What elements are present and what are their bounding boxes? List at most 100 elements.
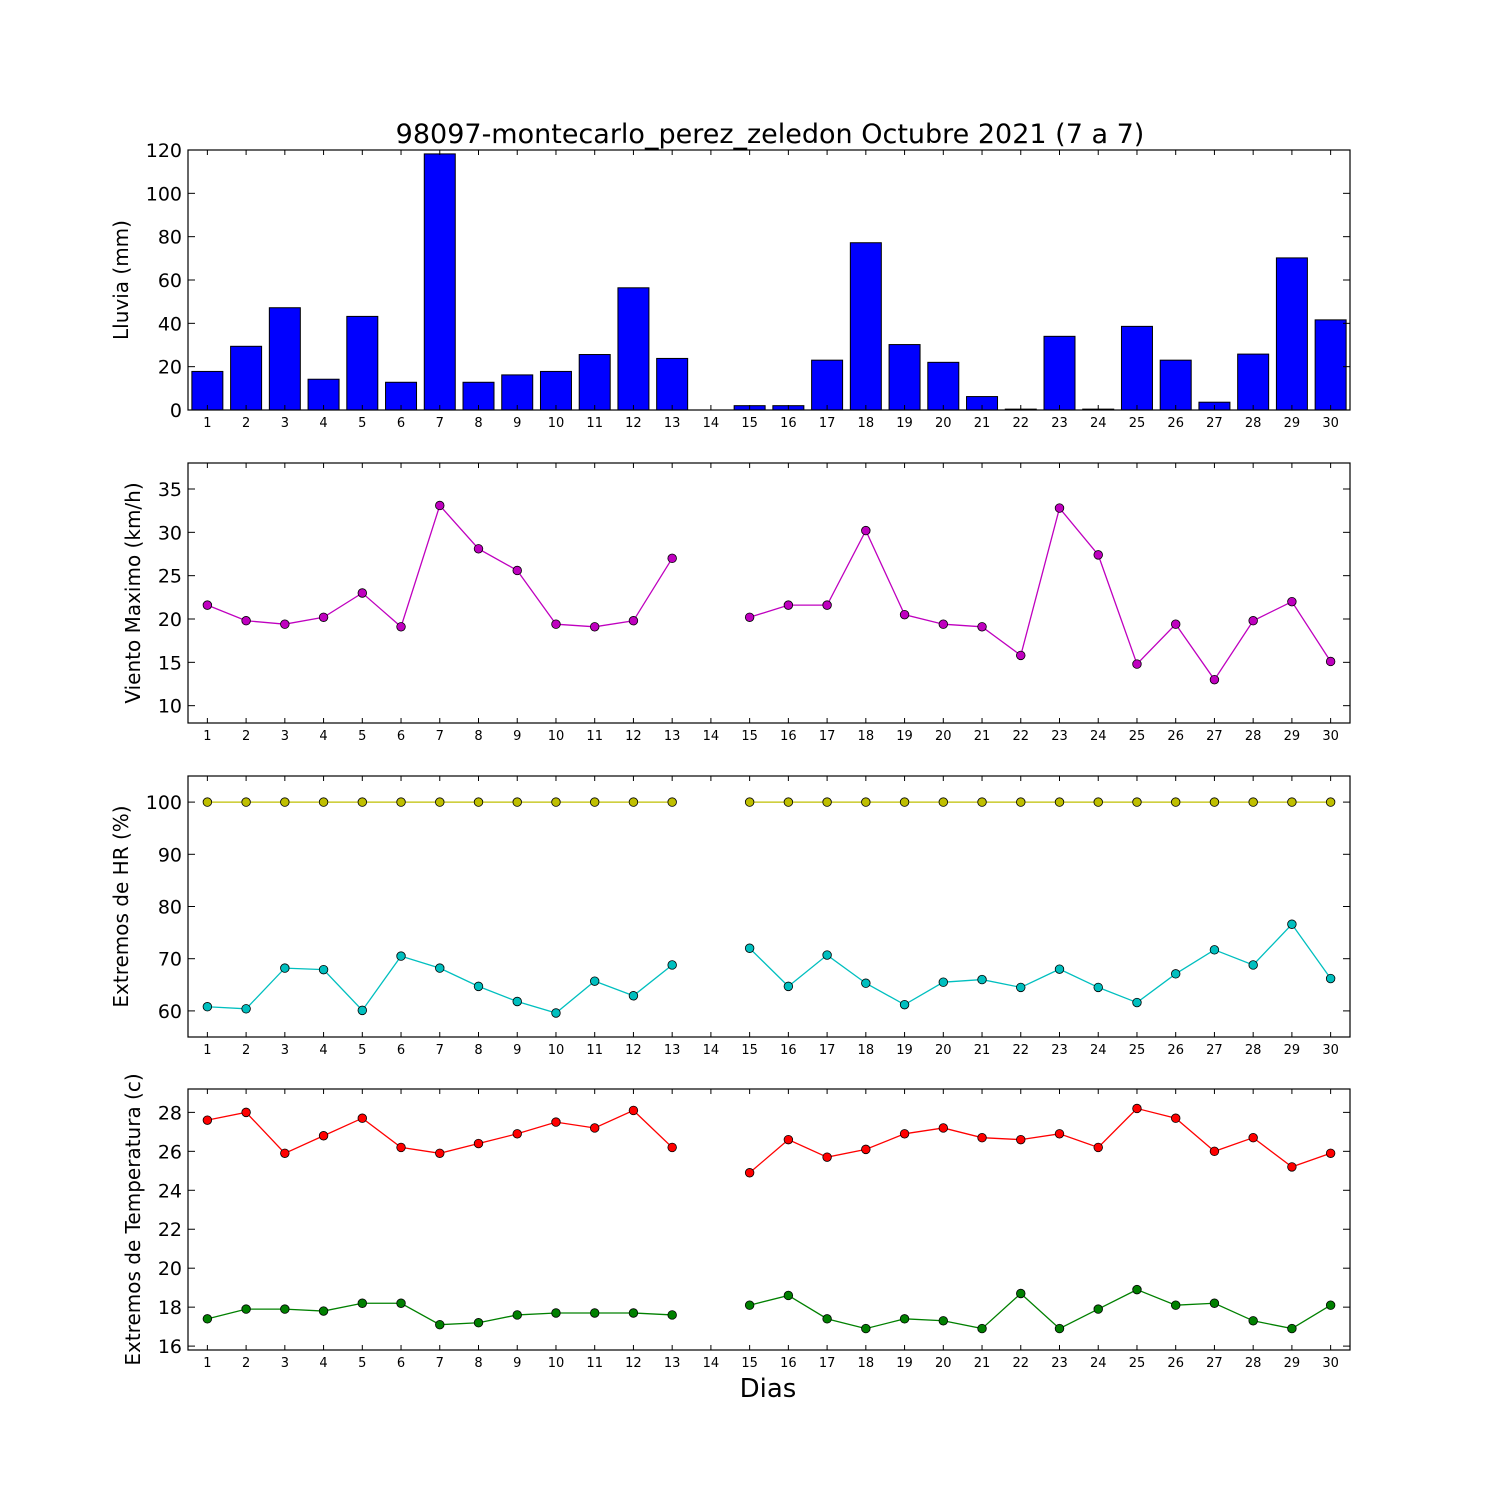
x-tick-label: 2 [242, 729, 250, 744]
series-1-point-day-6 [396, 622, 406, 632]
series-1-point-day-3 [280, 619, 290, 629]
series-1-point-day-3 [280, 797, 290, 807]
series-2-point-day-28 [1248, 960, 1258, 970]
y-tick-label: 22 [158, 1219, 182, 1241]
series-1-point-day-15 [744, 612, 755, 622]
series-1-point-day-23 [1054, 797, 1065, 807]
x-tick-label: 30 [1322, 729, 1339, 744]
series-1-point-day-29 [1287, 596, 1297, 607]
series-2-point-day-21 [977, 1323, 987, 1334]
series-1-point-day-27 [1209, 797, 1220, 807]
bar-day-12 [617, 287, 650, 411]
x-tick-label: 11 [586, 1356, 603, 1371]
x-tick-label: 3 [281, 1043, 289, 1058]
series-2-point-day-6 [396, 951, 406, 961]
bar-day-25 [1120, 325, 1153, 411]
series-2-point-day-13 [667, 960, 677, 970]
series-2-point-day-23 [1054, 1323, 1065, 1334]
series-2-point-day-9 [512, 1310, 522, 1320]
bar-day-26 [1159, 359, 1192, 411]
x-tick-label: 27 [1206, 729, 1223, 744]
series-2-point-day-24 [1093, 1304, 1103, 1314]
y-axis-label: Viento Maximo (km/h) [121, 482, 145, 703]
x-tick-label: 13 [664, 729, 681, 744]
y-tick-label: 60 [158, 1001, 182, 1023]
x-tick-label: 19 [896, 729, 913, 744]
series-1-point-day-15 [744, 1168, 755, 1178]
series-1-point-day-6 [396, 797, 406, 807]
series-2-point-day-17 [822, 1314, 832, 1324]
x-tick-label: 13 [664, 1356, 681, 1371]
series-1-line [207, 1107, 1331, 1174]
bar-day-9 [501, 374, 534, 411]
series-1-point-day-10 [551, 619, 561, 629]
series-1-point-day-11 [590, 622, 600, 632]
x-tick-label: 1 [203, 1043, 211, 1058]
bar-day-23 [1043, 335, 1076, 411]
x-tick-label: 27 [1206, 1043, 1223, 1058]
x-tick-label: 6 [397, 416, 405, 431]
bar-day-19 [888, 344, 921, 411]
x-tick-label: 9 [513, 1356, 521, 1371]
panel-frame [187, 775, 1351, 1038]
series-2-point-day-2 [241, 1304, 251, 1314]
x-tick-label: 13 [664, 1043, 681, 1058]
series-1-point-day-10 [551, 797, 561, 807]
x-tick-label: 14 [703, 729, 720, 744]
bar-day-20 [927, 361, 960, 411]
x-tick-label: 20 [935, 1356, 952, 1371]
series-1-point-day-21 [977, 622, 987, 632]
bar-day-1 [191, 370, 224, 411]
series-1-point-day-27 [1209, 674, 1220, 685]
series-2-point-day-12 [628, 991, 639, 1001]
series-1-point-day-17 [822, 1152, 832, 1162]
x-tick-label: 25 [1129, 1356, 1146, 1371]
series-1-point-day-5 [357, 588, 368, 598]
x-tick-label: 15 [741, 416, 758, 431]
series-2-point-day-26 [1170, 969, 1181, 979]
y-tick-label: 100 [146, 183, 182, 205]
series-1-point-day-29 [1287, 797, 1297, 807]
x-axis-label: Dias [740, 1374, 797, 1404]
series-1-point-day-8 [473, 797, 484, 807]
x-tick-label: 3 [281, 729, 289, 744]
x-tick-label: 23 [1051, 416, 1068, 431]
series-1-point-day-5 [357, 1113, 368, 1123]
x-tick-label: 14 [703, 1356, 720, 1371]
series-2-line [207, 1288, 1331, 1330]
series-1-point-day-3 [280, 1148, 290, 1158]
x-tick-label: 19 [896, 1356, 913, 1371]
x-tick-label: 29 [1284, 416, 1301, 431]
series-1-point-day-12 [628, 797, 639, 807]
x-tick-label: 6 [397, 1356, 405, 1371]
y-tick-label: 20 [158, 357, 182, 379]
x-tick-label: 2 [242, 1356, 250, 1371]
series-2-point-day-25 [1132, 997, 1142, 1008]
x-tick-label: 3 [281, 416, 289, 431]
series-1-point-day-26 [1170, 1113, 1181, 1123]
x-tick-label: 19 [896, 416, 913, 431]
series-1-point-day-25 [1132, 1103, 1142, 1114]
series-1-point-day-2 [241, 616, 251, 626]
y-tick-label: 26 [158, 1141, 182, 1163]
x-tick-label: 9 [513, 729, 521, 744]
x-tick-label: 16 [780, 729, 797, 744]
series-1-point-day-21 [977, 797, 987, 807]
series-1-point-day-9 [512, 797, 522, 807]
series-2-point-day-5 [357, 1298, 368, 1308]
bar-day-17 [811, 359, 844, 411]
series-1-point-day-2 [241, 1107, 251, 1118]
bar-day-30 [1314, 319, 1347, 411]
x-tick-label: 16 [780, 1356, 797, 1371]
x-tick-label: 1 [203, 1356, 211, 1371]
x-tick-label: 23 [1051, 729, 1068, 744]
series-1-point-day-12 [628, 616, 639, 626]
series-2-point-day-7 [435, 963, 445, 973]
x-tick-label: 17 [819, 1043, 836, 1058]
series-1-point-day-7 [435, 500, 445, 511]
x-tick-label: 9 [513, 1043, 521, 1058]
x-tick-label: 22 [1012, 1043, 1029, 1058]
x-tick-label: 12 [625, 1356, 642, 1371]
series-2-point-day-6 [396, 1298, 406, 1308]
